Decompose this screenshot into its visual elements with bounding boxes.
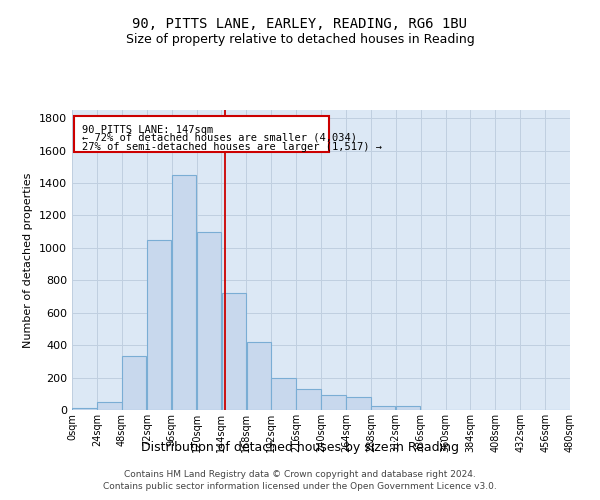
Bar: [371, 406, 395, 410]
Bar: [147, 240, 172, 410]
Bar: [122, 356, 146, 410]
Bar: [72, 408, 97, 410]
Bar: [271, 378, 296, 410]
Text: 27% of semi-detached houses are larger (1,517) →: 27% of semi-detached houses are larger (…: [82, 142, 382, 152]
Text: Contains HM Land Registry data © Crown copyright and database right 2024.: Contains HM Land Registry data © Crown c…: [124, 470, 476, 479]
Bar: [396, 406, 421, 410]
Y-axis label: Number of detached properties: Number of detached properties: [23, 172, 34, 348]
FancyBboxPatch shape: [74, 116, 329, 152]
Text: Size of property relative to detached houses in Reading: Size of property relative to detached ho…: [125, 32, 475, 46]
Bar: [346, 397, 371, 410]
Bar: [197, 232, 221, 410]
Bar: [221, 293, 246, 410]
Bar: [97, 402, 122, 410]
Bar: [321, 394, 346, 410]
Bar: [296, 389, 321, 410]
Text: Distribution of detached houses by size in Reading: Distribution of detached houses by size …: [141, 441, 459, 454]
Text: Contains public sector information licensed under the Open Government Licence v3: Contains public sector information licen…: [103, 482, 497, 491]
Bar: [172, 175, 196, 410]
Text: 90 PITTS LANE: 147sqm: 90 PITTS LANE: 147sqm: [82, 124, 214, 134]
Text: 90, PITTS LANE, EARLEY, READING, RG6 1BU: 90, PITTS LANE, EARLEY, READING, RG6 1BU: [133, 18, 467, 32]
Text: ← 72% of detached houses are smaller (4,034): ← 72% of detached houses are smaller (4,…: [82, 132, 358, 142]
Bar: [247, 342, 271, 410]
